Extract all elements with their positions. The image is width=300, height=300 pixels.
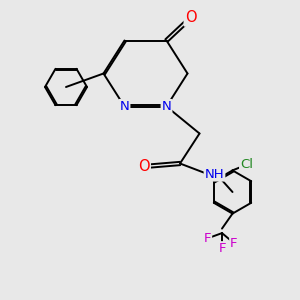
- Text: NH: NH: [205, 167, 224, 181]
- Text: N: N: [120, 100, 129, 113]
- Text: F: F: [218, 242, 226, 255]
- Text: O: O: [185, 11, 196, 26]
- Text: F: F: [204, 232, 211, 245]
- Text: N: N: [162, 100, 171, 113]
- Text: O: O: [138, 159, 150, 174]
- Text: F: F: [230, 237, 238, 250]
- Text: Cl: Cl: [240, 158, 253, 171]
